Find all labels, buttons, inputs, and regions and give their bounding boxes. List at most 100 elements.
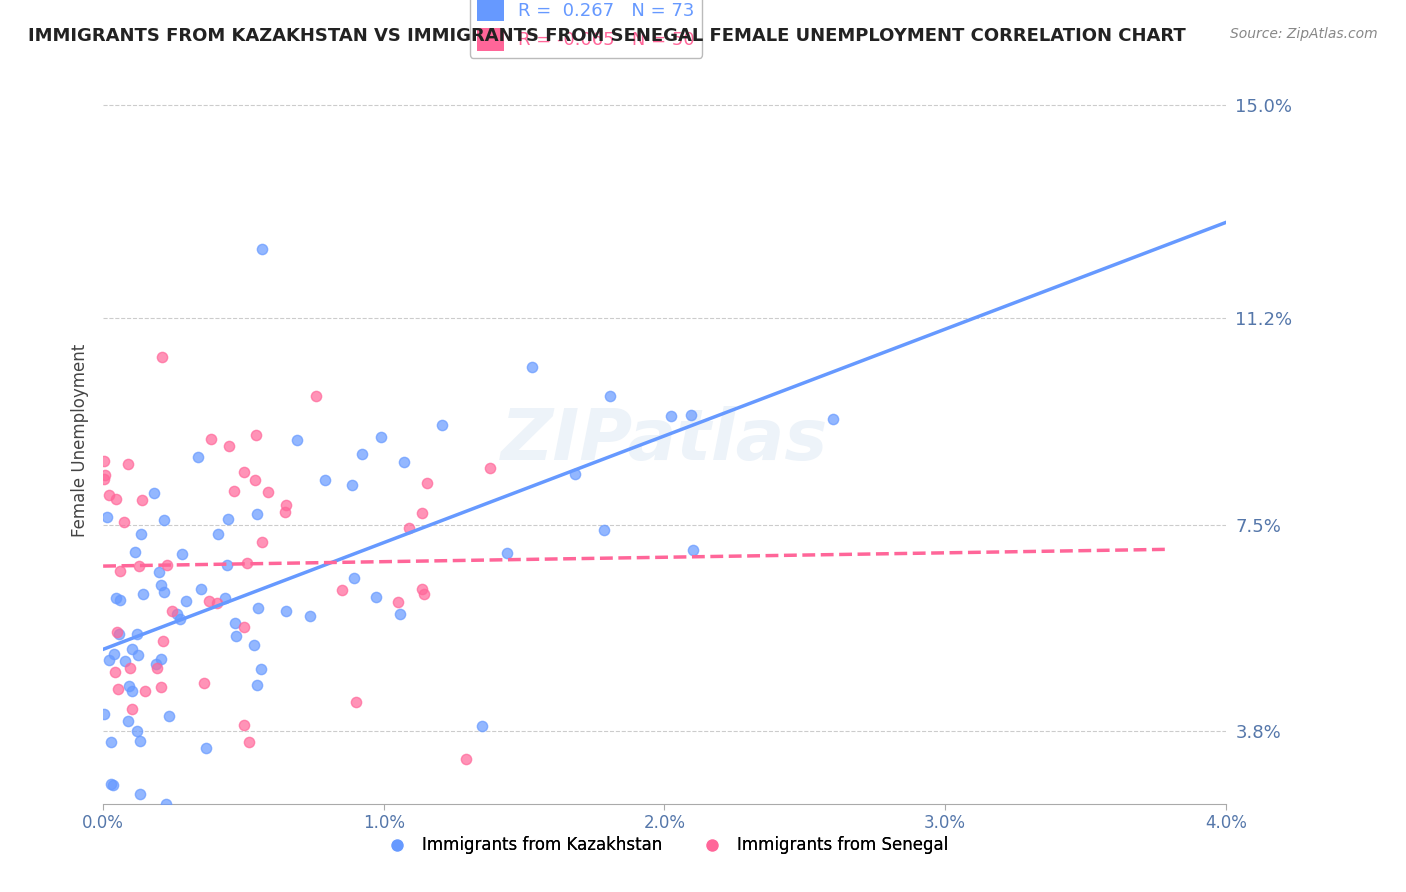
Point [121,683,143,698]
Point [160,604,183,618]
Point [659,409,682,424]
Point [274,604,297,618]
Point [364,591,387,605]
Point [93,472,115,486]
Point [100,735,122,749]
Point [496,545,519,559]
Point [98,653,121,667]
Point [352,447,374,461]
Point [416,475,439,490]
Point [112,515,135,529]
Point [142,486,165,500]
Point [522,359,544,374]
Point [245,678,267,692]
Point [392,455,415,469]
Point [430,417,453,432]
Point [93,454,115,468]
Point [398,521,420,535]
Point [107,626,129,640]
Point [105,492,128,507]
Point [233,465,256,479]
Point [107,681,129,696]
Point [150,652,173,666]
Point [232,620,254,634]
Point [252,243,274,257]
Point [224,615,246,630]
Point [98,488,121,502]
Point [821,412,844,426]
Point [105,591,128,606]
Point [250,535,273,549]
Point [193,676,215,690]
Point [128,787,150,801]
Point [103,647,125,661]
Point [118,661,141,675]
Point [118,680,141,694]
Point [104,665,127,679]
Point [214,591,236,606]
Point [117,457,139,471]
Point [156,558,179,572]
Point [148,565,170,579]
Point [166,607,188,621]
Point [238,735,260,749]
Point [389,607,412,621]
Point [299,608,322,623]
Point [121,701,143,715]
Point [194,741,217,756]
Point [187,450,209,465]
Point [215,558,238,572]
Point [155,797,177,811]
Point [274,498,297,512]
Point [128,559,150,574]
Point [145,657,167,671]
Point [150,578,173,592]
Point [108,564,131,578]
Point [169,612,191,626]
Point [152,634,174,648]
Point [100,777,122,791]
Point [200,432,222,446]
Point [117,714,139,729]
Point [190,582,212,597]
Text: Source: ZipAtlas.com: Source: ZipAtlas.com [1230,27,1378,41]
Point [127,626,149,640]
Point [304,389,326,403]
Point [471,719,494,733]
Point [146,660,169,674]
Point [153,585,176,599]
Point [285,434,308,448]
Point [245,428,267,442]
Point [218,439,240,453]
Text: IMMIGRANTS FROM KAZAKHSTAN VS IMMIGRANTS FROM SENEGAL FEMALE UNEMPLOYMENT CORREL: IMMIGRANTS FROM KAZAKHSTAN VS IMMIGRANTS… [28,27,1185,45]
Point [150,681,173,695]
Point [217,512,239,526]
Point [134,683,156,698]
Point [599,389,621,403]
Point [479,461,502,475]
Point [93,706,115,721]
Point [682,543,704,558]
Point [103,778,125,792]
Point [411,582,433,596]
Point [249,662,271,676]
Point [94,468,117,483]
Point [207,527,229,541]
Legend: Immigrants from Kazakhstan, Immigrants from Senegal: Immigrants from Kazakhstan, Immigrants f… [374,830,955,861]
Point [132,587,155,601]
Point [205,596,228,610]
Point [411,506,433,520]
Point [127,648,149,662]
Y-axis label: Female Unemployment: Female Unemployment [72,344,89,537]
Point [246,601,269,615]
Point [110,592,132,607]
Point [236,556,259,570]
Point [124,545,146,559]
Point [681,408,703,422]
Point [174,594,197,608]
Point [387,595,409,609]
Point [125,723,148,738]
Point [564,467,586,481]
Point [153,513,176,527]
Point [243,638,266,652]
